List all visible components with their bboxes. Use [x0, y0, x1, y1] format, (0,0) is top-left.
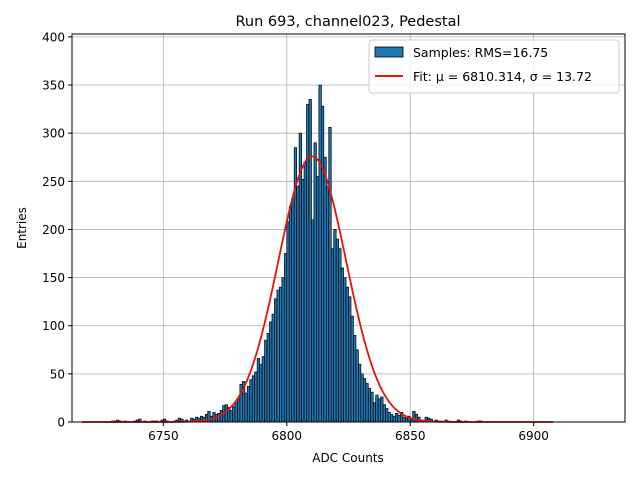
histogram-bar: [271, 313, 275, 423]
histogram-bar: [333, 229, 337, 423]
x-tick-label: 6750: [148, 429, 179, 443]
histogram-bar: [372, 402, 377, 423]
histogram-bar: [395, 412, 399, 423]
histogram-bar: [390, 413, 394, 423]
histogram-bar: [246, 386, 251, 423]
histogram-bar: [237, 398, 241, 423]
histogram-bar: [301, 179, 305, 423]
histogram-bar: [340, 267, 344, 423]
histogram-bar: [348, 296, 352, 423]
histogram-bar: [296, 185, 300, 423]
histogram-bar: [229, 410, 233, 423]
histogram-bar: [365, 383, 369, 423]
histogram-bar: [412, 411, 416, 423]
histogram-bar: [311, 219, 315, 423]
histogram-bar: [283, 253, 288, 423]
chart-title: Run 693, channel023, Pedestal: [235, 14, 460, 30]
histogram-bar: [343, 277, 347, 423]
histogram-bar: [303, 161, 307, 423]
histogram-bar: [414, 413, 418, 423]
histogram-bar: [249, 379, 253, 423]
histogram-bar: [353, 335, 357, 423]
y-tick-label: 350: [42, 79, 65, 93]
legend-fit-label: Fit: μ = 6810.314, σ = 13.72: [413, 69, 592, 84]
y-tick-label: 50: [50, 367, 65, 381]
histogram-bar: [244, 392, 248, 423]
y-axis-label: Entries: [15, 207, 29, 249]
histogram-bar: [350, 315, 354, 423]
histogram-bar: [291, 198, 295, 423]
histogram-bar: [281, 277, 285, 423]
histogram-bar: [325, 185, 330, 423]
histogram-bar: [397, 414, 401, 423]
histogram-bar: [370, 391, 374, 423]
histogram-bar: [377, 398, 381, 423]
histogram-bar: [232, 406, 236, 423]
histogram-bar: [308, 99, 312, 423]
histogram-bar: [382, 404, 386, 423]
histogram-bar: [254, 371, 258, 423]
histogram-bar: [288, 205, 293, 423]
histogram-bar: [330, 248, 335, 423]
x-tick-label: 6800: [272, 429, 303, 443]
legend-histogram-swatch: [374, 46, 404, 58]
legend: Samples: RMS=16.75 Fit: μ = 6810.314, σ …: [368, 39, 620, 94]
histogram-bar: [251, 375, 256, 423]
y-tick-label: 150: [42, 271, 65, 285]
x-axis-ticks: 6750 6800 6850 6900: [148, 422, 549, 443]
histogram-bar: [375, 394, 379, 423]
histogram-bar: [266, 333, 270, 423]
histogram-bar: [360, 373, 364, 423]
y-tick-label: 300: [42, 127, 65, 141]
histogram-bar: [320, 105, 325, 423]
y-tick-label: 250: [42, 175, 65, 189]
y-axis-ticks: 0 50 100 150 200 250 300 350 400: [42, 30, 72, 430]
histogram-bar: [358, 363, 362, 423]
histogram-bar: [264, 339, 268, 423]
x-tick-label: 6850: [395, 429, 426, 443]
histogram-bar: [269, 321, 273, 423]
histogram-bar: [345, 286, 349, 423]
legend-box: [368, 39, 620, 94]
histogram-bar: [224, 404, 228, 423]
histogram-bar: [392, 415, 396, 423]
histogram-bar: [234, 402, 238, 423]
histogram-bar: [318, 84, 322, 423]
y-tick-label: 0: [57, 416, 65, 430]
histogram-bar: [355, 349, 359, 423]
histogram-bar: [335, 238, 339, 423]
histogram-bar: [404, 417, 409, 423]
histogram-bar: [367, 387, 372, 423]
histogram-bar: [286, 221, 290, 423]
x-tick-label: 6900: [518, 429, 549, 443]
histogram-bar: [279, 286, 283, 423]
y-tick-label: 100: [42, 319, 65, 333]
histogram-bar: [380, 396, 384, 423]
y-tick-label: 400: [42, 30, 65, 44]
histogram-bar: [316, 176, 320, 423]
x-axis-label: ADC Counts: [312, 451, 384, 465]
histogram-bar: [362, 378, 367, 423]
legend-histogram-label: Samples: RMS=16.75: [413, 45, 548, 60]
histogram-bar: [387, 412, 391, 423]
histogram-bar: [274, 298, 278, 423]
histogram-bar: [328, 127, 332, 423]
histogram-bar: [256, 358, 260, 423]
histogram-bar: [338, 248, 342, 423]
histogram-bar: [313, 142, 317, 423]
histogram-bar: [323, 156, 327, 423]
histogram-bar: [276, 289, 280, 423]
y-tick-label: 200: [42, 223, 65, 237]
histogram-bar: [402, 416, 406, 423]
histogram-bar: [306, 103, 310, 423]
histogram-bar: [385, 408, 389, 423]
histogram-bar: [261, 356, 265, 423]
histogram-bar: [259, 363, 263, 423]
plot-frame: [71, 33, 626, 423]
